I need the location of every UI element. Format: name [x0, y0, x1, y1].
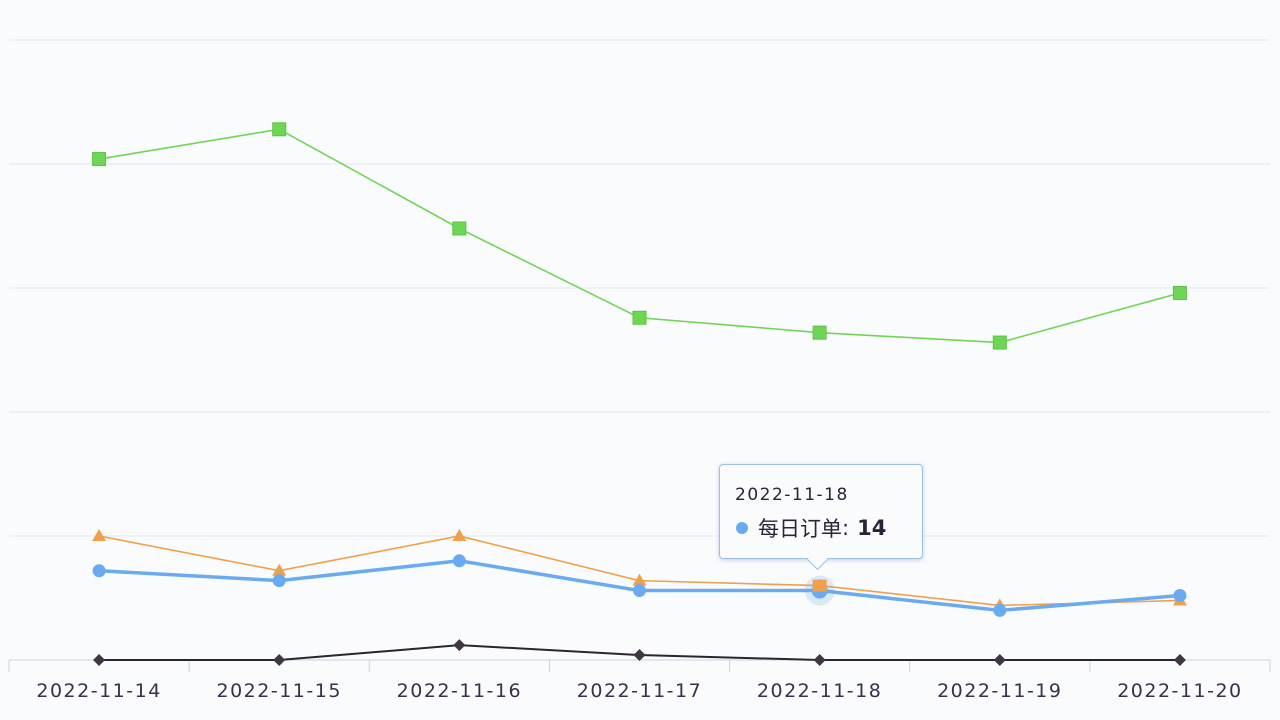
circle-marker-icon[interactable] [452, 554, 466, 568]
diamond-marker-icon[interactable] [1173, 654, 1186, 666]
triangle-marker-icon[interactable] [632, 573, 647, 586]
circle-marker-icon[interactable] [993, 603, 1007, 617]
square-marker-icon[interactable] [632, 310, 647, 325]
x-tick-label: 2022-11-16 [397, 680, 522, 702]
square-marker-icon[interactable] [92, 152, 107, 167]
tooltip-separator: : [842, 516, 850, 540]
x-tick-label: 2022-11-18 [757, 680, 882, 702]
diamond-marker-icon[interactable] [633, 649, 646, 662]
circle-marker-icon[interactable] [633, 584, 646, 598]
triangle-marker-icon[interactable] [272, 563, 287, 576]
diamond-marker-icon[interactable] [993, 654, 1006, 666]
circle-marker-icon[interactable] [92, 564, 106, 578]
square-marker-icon[interactable] [812, 325, 827, 340]
grid-lines [9, 39, 1270, 537]
x-tick-label: 2022-11-14 [36, 680, 161, 702]
diamond-marker-icon[interactable] [813, 654, 826, 666]
square-marker-icon[interactable] [992, 335, 1007, 350]
triangle-marker-icon[interactable] [92, 529, 107, 541]
tooltip-series-name: 每日订单 [758, 517, 842, 541]
hover-highlight [804, 575, 835, 606]
diamond-marker-icon[interactable] [93, 654, 106, 666]
square-marker-icon[interactable] [272, 122, 287, 137]
x-tick-label: 2022-11-17 [577, 680, 702, 702]
diamond-marker-icon[interactable] [453, 639, 466, 652]
square-marker-icon[interactable] [452, 221, 467, 236]
square-marker-icon[interactable] [1172, 285, 1187, 300]
diamond-marker-icon[interactable] [273, 654, 286, 666]
series-line [98, 128, 1181, 344]
x-tick-label: 2022-11-15 [217, 680, 342, 702]
tooltip-date: 2022-11-18 [735, 485, 849, 505]
x-tick-label: 2022-11-20 [1117, 680, 1242, 702]
tooltip-row: 每日订单 : 14 [736, 513, 886, 543]
x-tick-label: 2022-11-19 [937, 680, 1062, 702]
tooltip-value: 14 [857, 516, 887, 540]
x-axis: 2022-11-14 2022-11-15 2022-11-16 2022-11-17… [8, 659, 1271, 702]
series-layer [92, 122, 1187, 666]
tooltip: 2022-11-18 每日订单 : 14 [719, 464, 923, 559]
circle-marker-icon[interactable] [1173, 589, 1187, 603]
circle-marker-icon[interactable] [272, 574, 286, 588]
tooltip-series-dot-icon [736, 522, 748, 534]
triangle-marker-icon[interactable] [452, 529, 467, 541]
